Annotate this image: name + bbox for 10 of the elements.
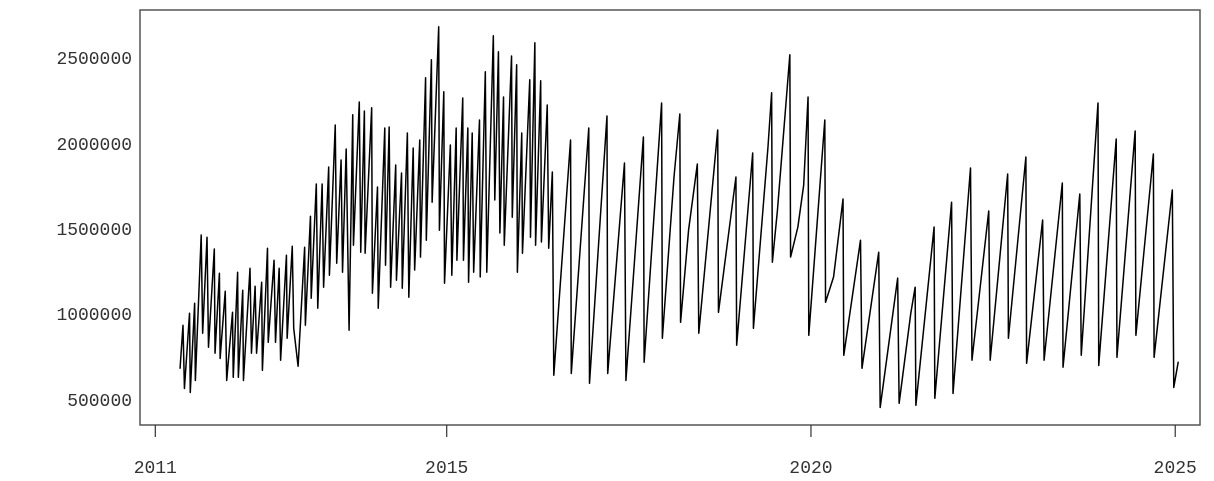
y-tick-label: 2500000 [56,49,132,70]
x-tick-label: 2025 [1153,458,1197,478]
x-tick-label: 2015 [425,458,469,478]
x-tick-label: 2011 [133,458,177,478]
y-tick-label: 1500000 [56,219,132,240]
y-tick-label: 500000 [67,390,132,411]
y-tick-label: 2000000 [56,134,132,155]
y-tick-label: 1000000 [56,305,132,326]
x-tick-label: 2020 [789,458,833,478]
line-series [179,25,1179,409]
